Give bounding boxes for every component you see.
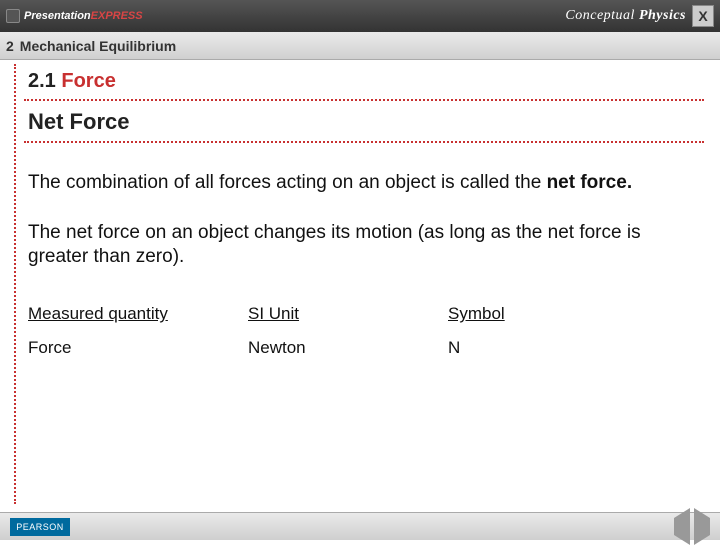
table-header: Measured quantity	[28, 304, 248, 324]
table-header: Symbol	[448, 304, 608, 324]
paragraph-2: The net force on an object changes its m…	[28, 221, 668, 269]
footer-bar: PEARSON	[0, 512, 720, 540]
section-heading: 2.1 Force	[28, 70, 690, 93]
nav-arrows	[674, 518, 710, 536]
chapter-title: Mechanical Equilibrium	[20, 38, 176, 54]
dotted-vertical-rule	[14, 64, 16, 504]
table-cell: Force	[28, 338, 248, 358]
paragraph-1: The combination of all forces acting on …	[28, 171, 668, 195]
prev-button[interactable]	[674, 518, 690, 536]
arrow-right-icon	[694, 508, 710, 545]
section-number: 2.1	[28, 70, 56, 92]
brand-left: PresentationEXPRESS	[6, 9, 143, 23]
slide-subtitle: Net Force	[28, 109, 690, 135]
next-button[interactable]	[694, 518, 710, 536]
presentation-express-label: PresentationEXPRESS	[24, 10, 143, 22]
publisher-logo: PEARSON	[10, 518, 70, 536]
chapter-bar: 2 Mechanical Equilibrium	[0, 32, 720, 60]
dotted-divider	[24, 141, 704, 143]
title-bar: PresentationEXPRESS Conceptual Physics X	[0, 0, 720, 32]
table-cell: N	[448, 338, 608, 358]
brand-right: Conceptual Physics X	[565, 5, 714, 27]
section-title-text: Force	[61, 70, 115, 92]
arrow-left-icon	[674, 508, 690, 545]
close-button[interactable]: X	[692, 5, 714, 27]
dotted-divider	[24, 99, 704, 101]
table-cell: Newton	[248, 338, 448, 358]
slide-content: 2.1 Force Net Force The combination of a…	[0, 60, 720, 512]
chapter-number: 2	[6, 38, 14, 54]
conceptual-physics-label: Conceptual Physics	[565, 8, 686, 24]
units-table: Measured quantity SI Unit Symbol Force N…	[28, 304, 690, 358]
table-header: SI Unit	[248, 304, 448, 324]
logo-icon	[6, 9, 20, 23]
